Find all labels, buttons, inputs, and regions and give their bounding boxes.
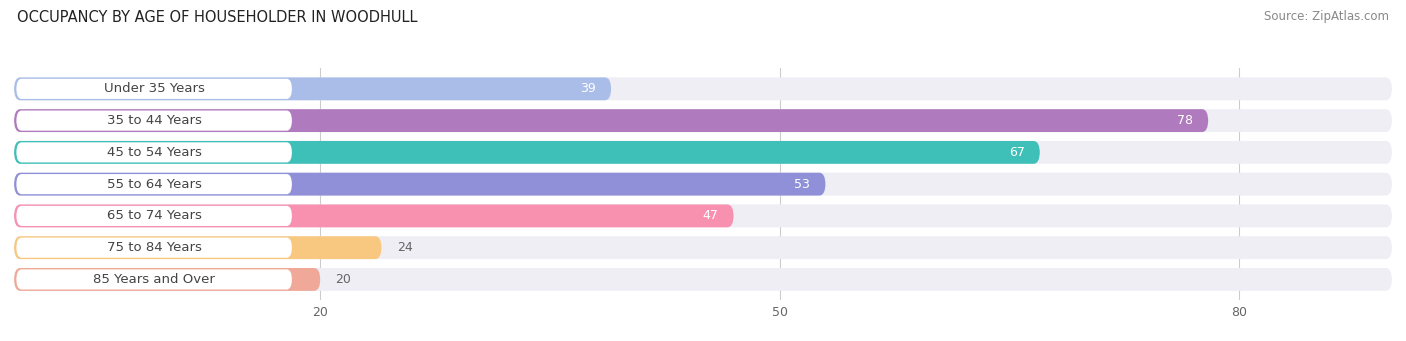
FancyBboxPatch shape [17,206,292,226]
Text: 75 to 84 Years: 75 to 84 Years [107,241,201,254]
Text: 67: 67 [1008,146,1025,159]
FancyBboxPatch shape [14,77,612,100]
Text: 53: 53 [794,178,810,191]
Text: 20: 20 [336,273,352,286]
Text: 85 Years and Over: 85 Years and Over [93,273,215,286]
Text: OCCUPANCY BY AGE OF HOUSEHOLDER IN WOODHULL: OCCUPANCY BY AGE OF HOUSEHOLDER IN WOODH… [17,10,418,25]
FancyBboxPatch shape [14,236,381,259]
FancyBboxPatch shape [14,173,1392,196]
FancyBboxPatch shape [14,109,1208,132]
FancyBboxPatch shape [14,268,1392,291]
FancyBboxPatch shape [14,205,1392,227]
Text: Under 35 Years: Under 35 Years [104,82,205,95]
FancyBboxPatch shape [14,205,734,227]
FancyBboxPatch shape [17,174,292,194]
Text: 65 to 74 Years: 65 to 74 Years [107,209,201,222]
FancyBboxPatch shape [14,77,1392,100]
FancyBboxPatch shape [17,79,292,99]
Text: 47: 47 [703,209,718,222]
Text: 24: 24 [396,241,412,254]
Text: 45 to 54 Years: 45 to 54 Years [107,146,201,159]
Text: Source: ZipAtlas.com: Source: ZipAtlas.com [1264,10,1389,23]
FancyBboxPatch shape [17,110,292,131]
Text: 78: 78 [1177,114,1192,127]
Text: 39: 39 [581,82,596,95]
Text: 55 to 64 Years: 55 to 64 Years [107,178,201,191]
FancyBboxPatch shape [14,141,1040,164]
FancyBboxPatch shape [17,269,292,290]
FancyBboxPatch shape [14,268,321,291]
Text: 35 to 44 Years: 35 to 44 Years [107,114,201,127]
FancyBboxPatch shape [17,142,292,162]
FancyBboxPatch shape [14,141,1392,164]
FancyBboxPatch shape [14,173,825,196]
FancyBboxPatch shape [14,236,1392,259]
FancyBboxPatch shape [14,109,1392,132]
FancyBboxPatch shape [17,238,292,258]
